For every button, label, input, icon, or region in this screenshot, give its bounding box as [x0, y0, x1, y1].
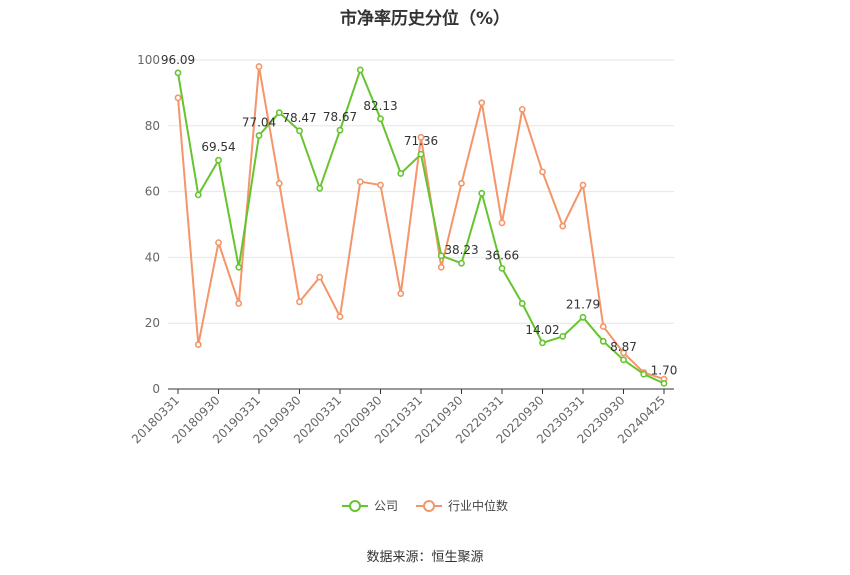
y-tick-label: 40 [145, 250, 160, 264]
legend-company-marker-icon [341, 499, 368, 513]
data-label: 1.70 [651, 363, 678, 377]
data-point-industry [539, 168, 546, 176]
data-label: 78.67 [323, 110, 357, 124]
legend-company-label: 公司 [373, 499, 398, 513]
data-label: 71.36 [404, 134, 438, 148]
legend-industry-label: 行业中位数 [448, 499, 509, 513]
chart-title: 市净率历史分位（%） [339, 9, 511, 29]
data-point-company [296, 127, 303, 135]
data-point-company [660, 380, 668, 387]
legend-item-industry[interactable]: 行业中位数 [416, 497, 508, 514]
y-tick-label: 60 [145, 185, 160, 199]
data-point-company [498, 264, 506, 272]
data-point-industry [316, 273, 324, 281]
data-point-company [215, 156, 222, 164]
legend: 公司 行业中位数 [0, 497, 850, 514]
y-tick-label: 80 [145, 119, 160, 133]
data-point-industry [377, 181, 384, 189]
data-point-company [620, 356, 627, 364]
data-point-company [518, 300, 526, 307]
data-point-company [478, 189, 486, 197]
data-point-company [417, 150, 425, 158]
data-label: 96.09 [161, 53, 195, 67]
data-label: 78.47 [282, 111, 316, 125]
data-point-company [640, 370, 648, 378]
data-point-industry [417, 133, 425, 141]
data-point-company [336, 126, 344, 134]
data-label: 69.54 [201, 140, 235, 154]
data-label: 21.79 [566, 297, 600, 311]
data-point-industry [559, 222, 567, 230]
y-tick-label: 0 [152, 382, 160, 396]
data-point-industry [215, 239, 222, 246]
data-point-company [356, 66, 364, 74]
data-source: 数据来源：恒生聚源 [366, 550, 484, 565]
data-point-company [316, 184, 324, 192]
data-point-company [458, 259, 465, 267]
data-point-company [559, 332, 567, 340]
data-point-industry [235, 300, 243, 307]
data-point-company [194, 191, 202, 199]
data-point-industry [336, 313, 344, 321]
y-tick-label: 100 [137, 53, 160, 67]
data-point-company [599, 337, 607, 345]
legend-item-company[interactable]: 公司 [341, 497, 398, 514]
data-label: 14.02 [525, 323, 559, 337]
data-point-company [255, 132, 263, 139]
data-point-industry [397, 290, 405, 297]
data-label: 8.87 [610, 340, 637, 354]
data-point-company [539, 339, 546, 347]
data-point-industry [498, 219, 506, 227]
series-line-industry [177, 65, 665, 381]
data-point-industry [518, 105, 526, 113]
data-point-company [437, 252, 445, 260]
data-point-industry [356, 178, 364, 186]
data-point-industry [458, 179, 465, 187]
data-point-company [174, 69, 182, 77]
data-point-company [377, 115, 384, 123]
data-point-company [579, 313, 587, 321]
data-point-industry [296, 298, 303, 306]
data-point-industry [579, 181, 587, 189]
data-point-industry [599, 323, 607, 330]
data-point-industry [620, 349, 627, 357]
data-point-company [397, 170, 405, 177]
data-point-industry [437, 263, 445, 271]
data-point-company [235, 263, 243, 271]
legend-industry-marker-icon [416, 499, 442, 513]
data-point-industry [275, 179, 283, 187]
data-point-industry [174, 94, 182, 102]
data-point-industry [255, 63, 263, 70]
data-point-company [275, 109, 283, 117]
data-label: 38.23 [444, 243, 478, 257]
data-label: 77.04 [242, 116, 276, 130]
data-label: 36.66 [485, 248, 519, 262]
data-point-industry [194, 341, 202, 348]
y-tick-label: 20 [145, 316, 160, 330]
data-point-industry [478, 99, 486, 107]
data-label: 82.13 [363, 99, 397, 113]
